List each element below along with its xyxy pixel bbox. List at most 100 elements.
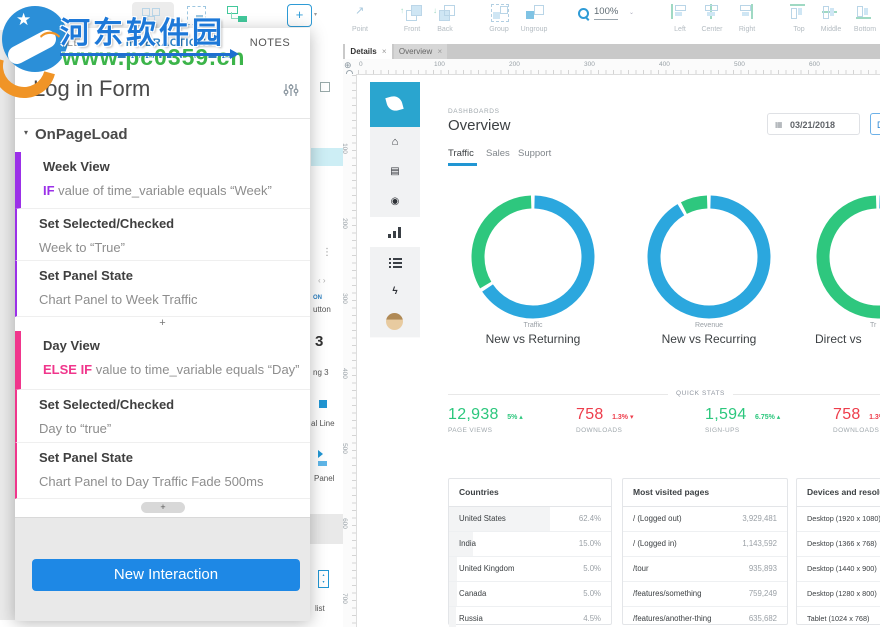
- palette-panel-icon2[interactable]: [318, 461, 327, 466]
- table-row[interactable]: Desktop (1366 x 768): [797, 532, 880, 557]
- tab-overview-close-icon[interactable]: ×: [437, 47, 443, 56]
- toolbar-group-button[interactable]: Group: [481, 2, 517, 36]
- most-visited-table: Most visited pages / (Logged out) 3,929,4…: [622, 478, 788, 625]
- breadcrumb: DASHBOARDS: [448, 108, 500, 115]
- align-right-button[interactable]: Right: [729, 2, 765, 36]
- date-picker-field[interactable]: ▦ 03/21/2018: [767, 113, 860, 135]
- toolbar-point-button[interactable]: ↗ Point: [352, 5, 368, 33]
- v-ruler-200: 200: [340, 218, 348, 229]
- mock-sidebar-profile[interactable]: [370, 307, 420, 338]
- table-row[interactable]: Russia 4.5%: [449, 607, 611, 627]
- palette-list-fragment[interactable]: list: [315, 604, 325, 613]
- add-widget-caret-icon[interactable]: ▾: [314, 12, 318, 18]
- table-row[interactable]: Desktop (1920 x 1080): [797, 507, 880, 532]
- interaction-card[interactable]: Set Selected/Checked Week to “True”: [15, 209, 310, 261]
- align-right-icon: [738, 4, 753, 19]
- panel-footer: New Interaction: [15, 517, 310, 621]
- marquee-select-icon[interactable]: [187, 6, 206, 25]
- tab-details-close-icon[interactable]: ×: [381, 47, 387, 56]
- table-row[interactable]: Desktop (1440 x 900): [797, 557, 880, 582]
- interactions-panel: STYLE INTERACTIONS NOTES Log in Form ▾ O…: [15, 28, 310, 621]
- tab-details[interactable]: Details ×: [345, 44, 392, 59]
- palette-bottom-block: [310, 514, 343, 544]
- mock-sidebar-world[interactable]: ◉: [370, 187, 420, 218]
- mock-sidebar-home[interactable]: ⌂: [370, 127, 420, 158]
- table-row[interactable]: India 15.0%: [449, 532, 611, 557]
- palette-chevrons-icon[interactable]: ‹ ›: [318, 276, 326, 285]
- palette-on-fragment[interactable]: ON: [313, 295, 322, 301]
- filter-sliders-icon[interactable]: [283, 82, 299, 98]
- toolbar-front-button[interactable]: ↑ Front: [400, 5, 422, 33]
- table-row[interactable]: Canada 5.0%: [449, 582, 611, 607]
- list-icon: [389, 258, 402, 268]
- palette-stepper-icon[interactable]: ▴ ▾: [318, 570, 329, 588]
- mock-sidebar-analytics[interactable]: [370, 217, 420, 248]
- palette-panel-icon[interactable]: [318, 450, 323, 458]
- table-title: Devices and resolutions: [797, 479, 880, 507]
- align-center-button[interactable]: Center: [694, 2, 730, 36]
- interaction-card[interactable]: Set Panel State Chart Panel to Day Traff…: [15, 443, 310, 499]
- table-row[interactable]: United States 62.4%: [449, 507, 611, 532]
- align-top-button[interactable]: Top: [781, 2, 817, 36]
- document-icon: ▤: [390, 166, 400, 177]
- palette-panel-fragment[interactable]: Panel: [314, 474, 335, 483]
- mock-tab-traffic[interactable]: Traffic: [448, 148, 474, 159]
- event-header[interactable]: ▾ OnPageLoad: [15, 119, 310, 153]
- zoom-caret-icon[interactable]: ⌄: [629, 10, 635, 16]
- stat-delta: 1.3% ▾: [612, 414, 634, 421]
- mock-tab-support[interactable]: Support: [518, 148, 552, 159]
- add-case-row[interactable]: +: [15, 317, 310, 332]
- mock-tab-sales[interactable]: Sales: [486, 148, 510, 159]
- panel-divider: [15, 118, 310, 119]
- toolbar-back-button[interactable]: ↓ Back: [427, 2, 463, 36]
- mock-sidebar-logo[interactable]: [370, 82, 420, 127]
- tab-style[interactable]: STYLE: [43, 37, 82, 49]
- align-left-button[interactable]: Left: [662, 2, 698, 36]
- horizontal-ruler: [343, 59, 880, 75]
- table-row[interactable]: /features/another-thing 635,682: [633, 614, 777, 623]
- align-bottom-icon: [856, 4, 871, 19]
- table-row[interactable]: Desktop (1280 x 800): [797, 582, 880, 607]
- tab-interactions[interactable]: INTERACTIONS: [125, 37, 215, 49]
- h-ruler-100: 100: [434, 61, 445, 68]
- tab-notes[interactable]: NOTES: [249, 37, 291, 49]
- table-row[interactable]: / (Logged out) 3,929,481: [623, 507, 787, 532]
- table-row[interactable]: /features/something 759,249: [623, 582, 787, 607]
- stat-label: PAGE VIEWS: [448, 427, 493, 434]
- mock-sidebar-activity[interactable]: ϟ: [370, 277, 420, 308]
- widgets-icon[interactable]: [142, 7, 162, 24]
- interaction-card[interactable]: Day View ELSE IF value to time_variable …: [15, 331, 310, 390]
- palette-button-fragment[interactable]: utton: [313, 305, 331, 314]
- interaction-card[interactable]: Set Selected/Checked Day to “true”: [15, 390, 310, 443]
- table-row[interactable]: Tablet (1024 x 768): [807, 614, 870, 623]
- stat-delta: 6.75% ▴: [755, 414, 781, 421]
- add-widget-button[interactable]: +: [287, 4, 312, 27]
- table-row[interactable]: /tour 935,893: [623, 557, 787, 582]
- palette-line-icon[interactable]: [319, 400, 327, 408]
- zoom-level-value[interactable]: 100%: [594, 6, 619, 20]
- row-bar: [449, 607, 457, 627]
- table-row[interactable]: / (Logged in) 1,143,592: [623, 532, 787, 557]
- align-middle-button[interactable]: Middle: [813, 2, 849, 36]
- add-action-pill[interactable]: +: [141, 502, 185, 513]
- download-button-partial[interactable]: D: [870, 113, 880, 135]
- new-interaction-button[interactable]: New Interaction: [32, 559, 300, 591]
- toolbar-ungroup-button[interactable]: Ungroup: [516, 2, 552, 36]
- interaction-card[interactable]: Set Panel State Chart Panel to Week Traf…: [15, 261, 310, 317]
- flow-connector-icon[interactable]: [227, 6, 249, 24]
- leaf-icon: [385, 94, 404, 113]
- palette-heading-fragment[interactable]: 3: [315, 333, 324, 350]
- mock-sidebar-pages[interactable]: ▤: [370, 157, 420, 188]
- table-row[interactable]: United Kingdom 5.0%: [449, 557, 611, 582]
- v-ruler-700: 700: [340, 593, 348, 604]
- devices-table: Devices and resolutions Desktop (1920 x …: [796, 478, 880, 625]
- interaction-card[interactable]: Week View IF value of time_variable equa…: [15, 152, 310, 209]
- palette-line-fragment[interactable]: al Line: [311, 419, 335, 428]
- align-bottom-button[interactable]: Bottom: [847, 2, 880, 36]
- palette-heading3-fragment[interactable]: ng 3: [313, 368, 329, 377]
- tab-overview[interactable]: Overview ×: [394, 44, 447, 59]
- palette-square-icon[interactable]: [320, 82, 330, 92]
- mock-sidebar-list[interactable]: [370, 247, 420, 278]
- palette-dots-icon[interactable]: ⋮: [322, 247, 332, 258]
- h-ruler-0: 0: [359, 61, 363, 68]
